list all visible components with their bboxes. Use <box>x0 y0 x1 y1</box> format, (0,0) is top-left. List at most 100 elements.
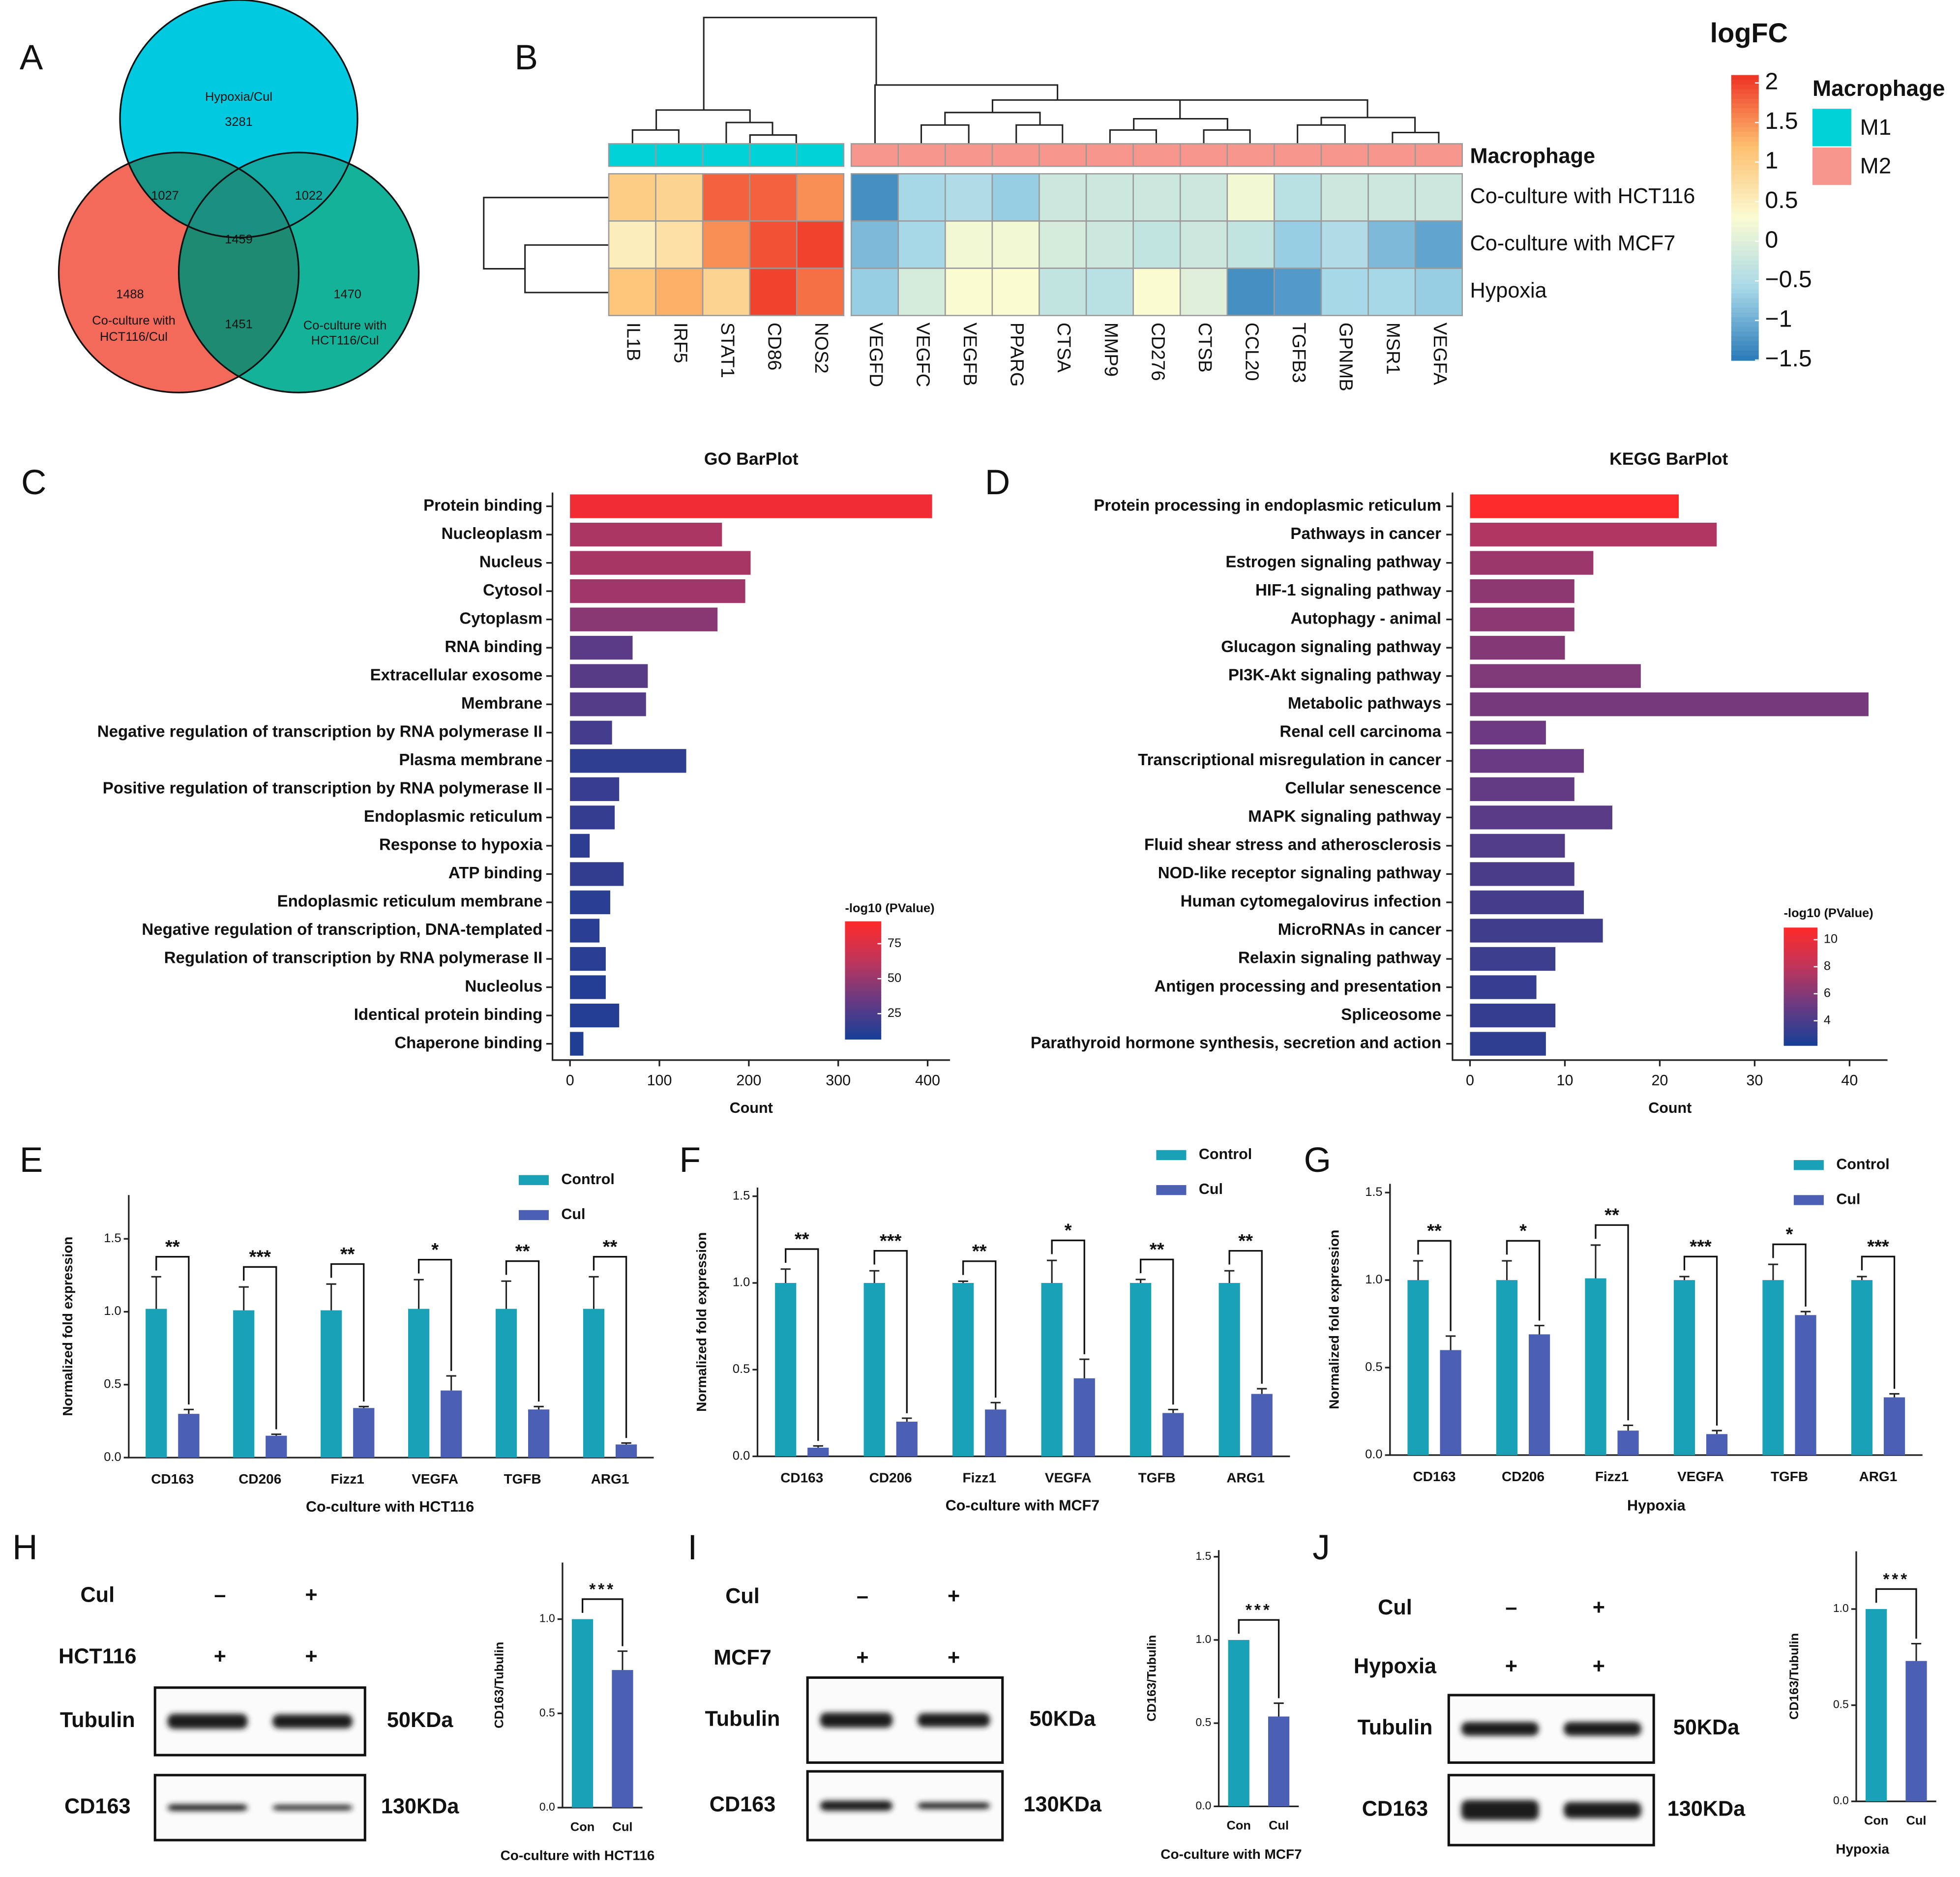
bar <box>952 1282 974 1457</box>
size-label: 130KDa <box>1667 1797 1746 1820</box>
venn-count: 1027 <box>151 189 179 203</box>
heatmap-cell <box>1226 268 1275 316</box>
bar-chart: GO BarPlot Protein binding Nucleoplasm Nucl… <box>97 449 950 1116</box>
x-tick-label: TGFB <box>1771 1469 1808 1484</box>
column-label: MSR1 <box>1382 323 1403 375</box>
x-tick-label: ARG1 <box>1226 1470 1265 1486</box>
error-bar <box>358 1405 369 1408</box>
x-tick-label: CD206 <box>238 1471 281 1487</box>
bar <box>1470 834 1565 858</box>
colorbar-slice <box>845 953 882 957</box>
venn-outline <box>178 151 420 393</box>
colorbar-slice <box>1783 995 1818 999</box>
colorbar-slice <box>1731 298 1759 304</box>
panel-label: I <box>687 1528 697 1567</box>
error-bar <box>326 1283 336 1311</box>
annotation-cell <box>796 143 845 167</box>
colorbar-slice <box>1731 137 1759 143</box>
venn-count: 1022 <box>295 189 323 203</box>
legend-label: Cul <box>1836 1191 1860 1207</box>
y-tick-label: Negative regulation of transcription, DN… <box>142 921 542 939</box>
colorbar-slice <box>845 939 882 943</box>
heatmap-cell <box>1367 220 1416 269</box>
colorbar-tick-label: 1 <box>1765 147 1778 174</box>
significance-bracket <box>330 1263 365 1402</box>
heatmap-cell <box>655 220 704 269</box>
legend-swatch <box>518 1210 549 1221</box>
error-bar <box>1712 1430 1722 1434</box>
blot-band <box>272 1714 353 1728</box>
y-tick-label: PI3K-Akt signaling pathway <box>1228 666 1442 684</box>
bar <box>1470 1003 1556 1028</box>
column-label: NOS2 <box>811 323 832 374</box>
colorbar-slice <box>845 974 882 978</box>
condition-label: HCT116 <box>59 1644 137 1668</box>
y-tick-label: 1.5 <box>1365 1185 1382 1199</box>
colorbar-slice <box>1783 968 1818 973</box>
y-tick-label: Cytoplasm <box>459 609 542 627</box>
bar <box>495 1309 517 1458</box>
annotation-cell <box>991 143 1040 167</box>
protein-label: Tubulin <box>705 1707 780 1730</box>
significance-bracket <box>1228 1250 1263 1384</box>
bar <box>570 607 718 631</box>
colorbar-slice <box>1731 184 1759 190</box>
colorbar-tick-label: 25 <box>888 1006 901 1020</box>
protein-label: CD163 <box>710 1792 775 1816</box>
bar <box>1268 1716 1290 1807</box>
bar <box>321 1310 342 1458</box>
bar <box>233 1310 255 1458</box>
colorbar-slice <box>1731 265 1759 271</box>
bar <box>570 749 686 773</box>
bar <box>1470 636 1565 660</box>
x-tick-label: TGFB <box>1138 1470 1176 1486</box>
error-bar <box>534 1405 544 1410</box>
bar <box>528 1409 550 1458</box>
y-tick-label: Response to hypoxia <box>379 836 543 854</box>
significance-bracket <box>581 1598 624 1646</box>
annotation-cell <box>702 143 751 167</box>
colorbar-slice <box>1783 962 1818 967</box>
column-dendrogram <box>631 17 1440 144</box>
colorbar-slice <box>1731 246 1759 252</box>
y-tick-label: Renal cell carcinoma <box>1279 723 1441 741</box>
significance-bracket <box>1772 1243 1807 1307</box>
column-label: GPNMB <box>1336 323 1357 391</box>
colorbar-slice <box>845 1003 882 1008</box>
size-label: 130KDa <box>1024 1792 1102 1816</box>
column-label: CTSB <box>1194 323 1216 373</box>
colorbar-tick-label: −1.5 <box>1765 345 1812 372</box>
y-tick-label: 1.0 <box>539 1612 555 1625</box>
y-tick-label: Protein binding <box>423 496 542 514</box>
y-tick-label: Glucagon signaling pathway <box>1221 638 1441 656</box>
colorbar-slice <box>845 985 882 990</box>
colorbar-slice <box>1731 203 1759 209</box>
bar <box>1883 1397 1905 1456</box>
y-tick-label: Membrane <box>461 694 542 713</box>
x-tick-label: 0 <box>566 1072 574 1089</box>
colorbar-slice <box>1731 317 1759 323</box>
colorbar-slice <box>1731 146 1759 152</box>
colorbar-slice <box>1731 198 1759 204</box>
bar <box>1470 805 1612 830</box>
colorbar-slice <box>1731 80 1759 86</box>
error-bar <box>446 1375 456 1391</box>
y-tick-label: Identical protein binding <box>354 1006 543 1024</box>
heatmap-cell <box>702 173 751 222</box>
significance-label: ** <box>165 1236 180 1257</box>
blot-band <box>1461 1722 1539 1736</box>
colorbar-tick-label: 0 <box>1765 226 1778 253</box>
y-tick-label: 0.0 <box>733 1449 750 1462</box>
bar <box>146 1309 167 1458</box>
venn-count: 1470 <box>333 288 361 301</box>
x-tick-label: Con <box>1864 1814 1888 1828</box>
bar-chart: 0.0 0.5 1.0 1.5 ** CD163 * CD206 ** Fizz1 *** VEGFA… <box>1326 1156 1923 1514</box>
error-bar <box>1768 1263 1779 1281</box>
colorbar-slice <box>845 942 882 946</box>
heatmap-cell <box>1179 173 1228 222</box>
heatmap-cell <box>1274 173 1322 222</box>
y-axis-label: CD163/Tubulin <box>493 1642 506 1728</box>
colorbar-tick-label: 6 <box>1824 986 1831 1000</box>
heatmap-cell <box>702 268 751 316</box>
heatmap: IL1B IRF5 STAT1 CD86 NOS2 VEGFD VEGFC VEGFB PPAR… <box>608 17 1945 391</box>
